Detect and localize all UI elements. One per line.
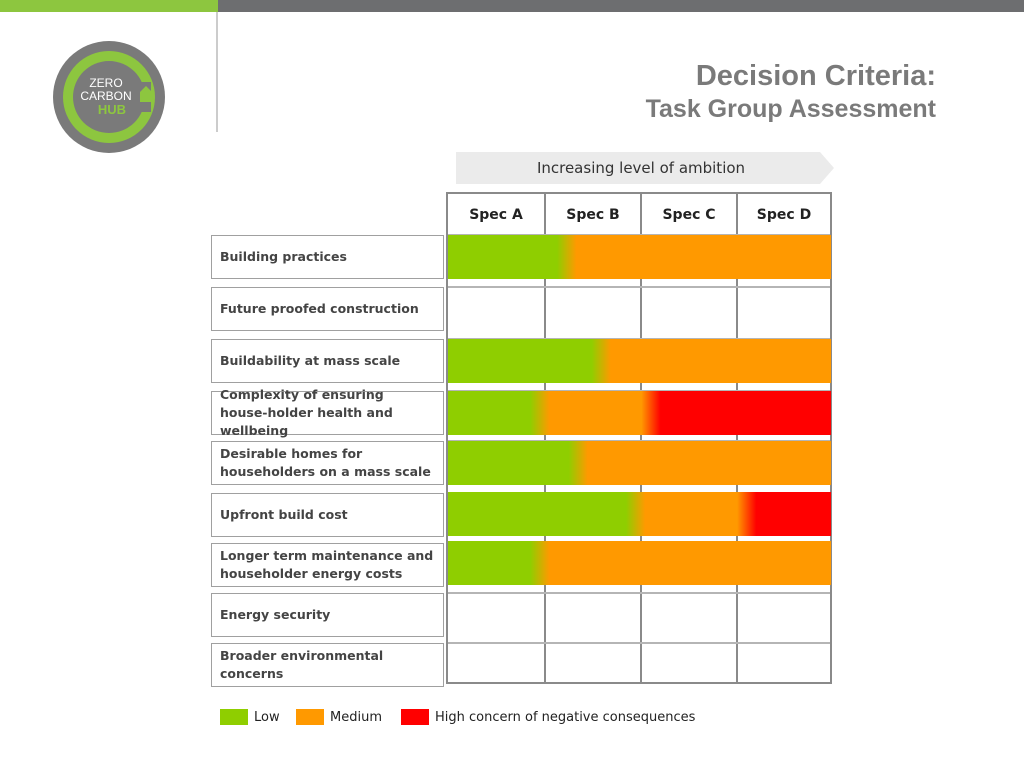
row-label-future-proofed-construction: Future proofed construction [211, 287, 444, 331]
assessment-bar-buildability [448, 339, 831, 383]
legend-item-low: Low [220, 708, 280, 726]
legend-label-medium: Medium [330, 709, 382, 725]
column-header-spec-c: Spec C [662, 207, 716, 223]
legend-item-high: High concern of negative consequences [401, 708, 695, 726]
assessment-bar-health-wellbeing [448, 391, 831, 435]
ambition-label: Increasing level of ambition [536, 159, 746, 177]
row-label-energy-security: Energy security [211, 593, 444, 637]
column-header-spec-b: Spec B [566, 207, 620, 223]
column-header-spec-d: Spec D [756, 207, 812, 223]
legend-swatch-low [220, 709, 248, 725]
assessment-bar-desirable-homes [448, 441, 831, 485]
row-label-desirable-homes: Desirable homes for householders on a ma… [211, 441, 444, 485]
legend-label-high: High concern of negative consequences [435, 709, 696, 725]
assessment-bar-upfront-build-cost [448, 492, 831, 536]
header-divider [216, 12, 218, 132]
title-sub: Task Group Assessment [645, 95, 936, 123]
top-bar-accent [0, 0, 218, 12]
row-label-health-wellbeing: Complexity of ensuring house-holder heal… [211, 387, 444, 438]
svg-text:HUB: HUB [98, 102, 126, 117]
legend-swatch-high [401, 709, 429, 725]
legend-item-medium: Medium [296, 708, 382, 726]
column-header-spec-a: Spec A [469, 207, 523, 223]
zero-carbon-hub-logo: ZERO CARBON HUB [53, 41, 165, 153]
ambition-arrow [456, 152, 834, 184]
row-label-building-practices: Building practices [211, 235, 444, 279]
row-label-upfront-build-cost: Upfront build cost [211, 493, 444, 537]
legend-label-low: Low [254, 709, 280, 725]
svg-text:CARBON: CARBON [80, 89, 131, 103]
assessment-bar-maintenance-energy-costs [448, 541, 831, 585]
row-label-maintenance-energy-costs: Longer term maintenance and householder … [211, 543, 444, 587]
top-bar [218, 0, 1024, 12]
title-main: Decision Criteria: [695, 60, 936, 92]
legend-swatch-medium [296, 709, 324, 725]
page-title: Decision Criteria: Task Group Assessment [646, 58, 936, 124]
assessment-bar-building-practices [448, 235, 831, 279]
row-label-buildability: Buildability at mass scale [211, 339, 444, 383]
svg-text:ZERO: ZERO [89, 76, 122, 90]
row-label-environmental-concerns: Broader environmental concerns [211, 643, 444, 687]
